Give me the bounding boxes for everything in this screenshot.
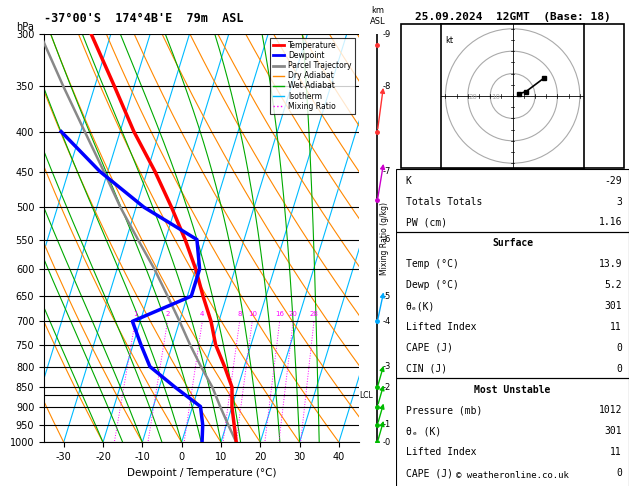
Text: Lifted Index: Lifted Index xyxy=(406,447,476,457)
Text: -1: -1 xyxy=(382,420,391,429)
Text: 11: 11 xyxy=(610,447,622,457)
Text: kt: kt xyxy=(445,35,454,45)
Text: 2: 2 xyxy=(165,311,170,317)
Text: © weatheronline.co.uk: © weatheronline.co.uk xyxy=(456,471,569,480)
Text: -0: -0 xyxy=(382,438,391,447)
Text: Dewp (°C): Dewp (°C) xyxy=(406,280,459,290)
Text: Totals Totals: Totals Totals xyxy=(406,196,482,207)
Text: 5.2: 5.2 xyxy=(604,280,622,290)
Text: 1012: 1012 xyxy=(599,405,622,416)
Text: -3: -3 xyxy=(382,362,391,371)
Text: -5: -5 xyxy=(382,292,391,301)
Text: Most Unstable: Most Unstable xyxy=(474,384,551,395)
Legend: Temperature, Dewpoint, Parcel Trajectory, Dry Adiabat, Wet Adiabat, Isotherm, Mi: Temperature, Dewpoint, Parcel Trajectory… xyxy=(270,38,355,114)
Text: 1: 1 xyxy=(133,311,137,317)
Text: 13.9: 13.9 xyxy=(599,259,622,269)
Text: 0: 0 xyxy=(616,343,622,353)
Text: PW (cm): PW (cm) xyxy=(406,217,447,227)
Text: Lifted Index: Lifted Index xyxy=(406,322,476,332)
Text: Pressure (mb): Pressure (mb) xyxy=(406,405,482,416)
Text: -37°00'S  174°4B'E  79m  ASL: -37°00'S 174°4B'E 79m ASL xyxy=(44,12,243,25)
Text: -4: -4 xyxy=(382,317,391,326)
Text: θₑ(K): θₑ(K) xyxy=(406,301,435,311)
Text: 16: 16 xyxy=(275,311,284,317)
Text: CAPE (J): CAPE (J) xyxy=(406,468,453,478)
Text: -29: -29 xyxy=(604,175,622,186)
Text: 301: 301 xyxy=(604,426,622,436)
Text: -7: -7 xyxy=(382,167,391,176)
Text: 10: 10 xyxy=(491,94,500,100)
Text: 1.16: 1.16 xyxy=(599,217,622,227)
Text: -6: -6 xyxy=(382,235,391,244)
Text: CIN (J): CIN (J) xyxy=(406,364,447,374)
Text: Surface: Surface xyxy=(492,238,533,248)
Bar xyxy=(396,169,629,232)
X-axis label: Dewpoint / Temperature (°C): Dewpoint / Temperature (°C) xyxy=(126,468,276,478)
Text: CAPE (J): CAPE (J) xyxy=(406,343,453,353)
Text: 3: 3 xyxy=(616,196,622,207)
Text: -2: -2 xyxy=(382,382,391,392)
Text: Mixing Ratio (g/kg): Mixing Ratio (g/kg) xyxy=(381,202,389,275)
Text: 8: 8 xyxy=(237,311,242,317)
Text: θₑ (K): θₑ (K) xyxy=(406,426,441,436)
Text: K: K xyxy=(406,175,411,186)
Text: 0: 0 xyxy=(616,468,622,478)
Text: -8: -8 xyxy=(382,82,391,91)
Text: 25.09.2024  12GMT  (Base: 18): 25.09.2024 12GMT (Base: 18) xyxy=(415,12,611,22)
Text: km
ASL: km ASL xyxy=(370,6,385,26)
Text: 28: 28 xyxy=(309,311,318,317)
Text: 11: 11 xyxy=(610,322,622,332)
Text: 0: 0 xyxy=(616,364,622,374)
Bar xyxy=(401,24,625,168)
Text: hPa: hPa xyxy=(16,22,33,32)
Bar xyxy=(396,232,629,378)
Text: 10: 10 xyxy=(248,311,257,317)
Text: -9: -9 xyxy=(382,30,391,38)
Text: Temp (°C): Temp (°C) xyxy=(406,259,459,269)
Text: 4: 4 xyxy=(200,311,204,317)
Bar xyxy=(396,378,629,486)
Text: 20: 20 xyxy=(469,94,478,100)
Text: 20: 20 xyxy=(289,311,298,317)
Text: LCL: LCL xyxy=(360,391,373,399)
Text: 301: 301 xyxy=(604,301,622,311)
